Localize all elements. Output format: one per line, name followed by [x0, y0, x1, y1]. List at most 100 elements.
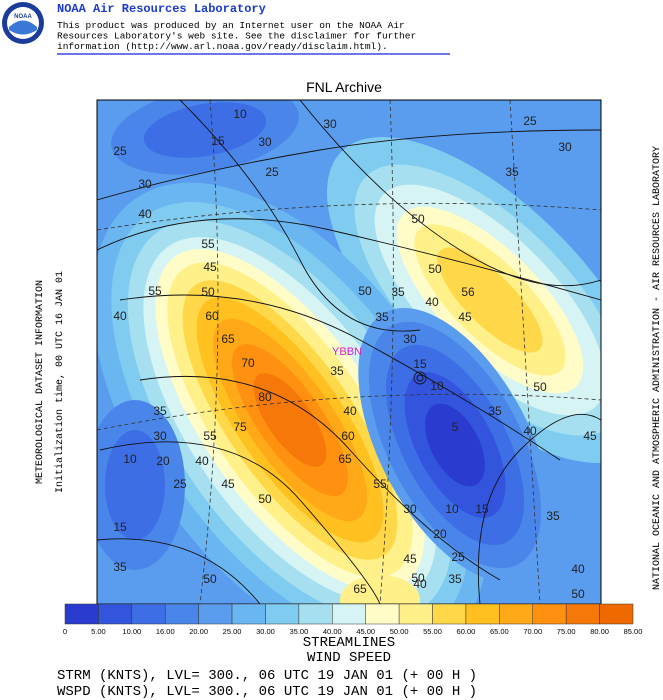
contour-label: 40 [425, 295, 439, 309]
contour-label: 20 [433, 527, 447, 541]
legend-swatch [98, 603, 133, 625]
contour-label: 15 [413, 357, 427, 371]
contour-label: 15 [113, 520, 127, 534]
contour-label: 25 [265, 165, 279, 179]
contour-label: 35 [375, 310, 389, 324]
legend-label: 60.00 [457, 627, 476, 636]
header: NOAA NOAA Air Resources Laboratory This … [2, 2, 450, 55]
station: YBBN [332, 346, 362, 358]
header-line: Resources Laboratory's web site. See the… [57, 31, 416, 42]
footer-line: WIND SPEED [307, 650, 391, 666]
contour-label: 45 [221, 477, 235, 491]
contour-label: 45 [403, 552, 417, 566]
legend-label: 85.00 [624, 627, 643, 636]
legend-label: 35.00 [289, 627, 308, 636]
contour-label: 5 [452, 420, 459, 434]
contour-label: 40 [195, 454, 209, 468]
legend-swatch [432, 603, 467, 625]
contour-label: 30 [323, 117, 337, 131]
contour-label: 70 [241, 356, 255, 370]
contour-label: 55 [148, 284, 162, 298]
footer-param: STRM (KNTS), LVL= 300., 06 UTC 19 JAN 01… [57, 668, 477, 684]
contour-label: 35 [448, 572, 462, 586]
contour-label: 55 [201, 237, 215, 251]
legend-label: 75.00 [557, 627, 576, 636]
contour-label: 35 [488, 404, 502, 418]
contour-label: 55 [373, 477, 387, 491]
legend-swatch [599, 603, 634, 625]
legend-swatch [131, 603, 166, 625]
legend-swatch [365, 603, 400, 625]
contour-label: 55 [203, 429, 217, 443]
contour-label: 10 [123, 452, 137, 466]
legend-label: 55.00 [423, 627, 442, 636]
contour-label: 50 [428, 262, 442, 276]
legend-swatch [164, 603, 199, 625]
right-text: NATIONAL OCEANIC AND ATMOSPHERIC ADMINIS… [652, 146, 663, 590]
contour-label: 30 [153, 429, 167, 443]
legend-label: 10.00 [122, 627, 141, 636]
contour-label: 10 [430, 379, 444, 393]
contour-label: 50 [411, 571, 425, 585]
contour-label: 40 [523, 424, 537, 438]
contour-label: 50 [203, 572, 217, 586]
contour-label: 65 [338, 452, 352, 466]
contour-label: 50 [201, 285, 215, 299]
contour-label: 40 [571, 562, 585, 576]
contour-label: 40 [343, 404, 357, 418]
legend-swatch [532, 603, 567, 625]
left-text: METEOROLOGICAL DATASET INFORMATION [35, 280, 46, 484]
legend-swatch [298, 603, 333, 625]
legend-swatch [198, 603, 233, 625]
contour-label: 30 [258, 135, 272, 149]
contour-label: 50 [571, 587, 585, 601]
contour-label: 35 [505, 165, 519, 179]
logo-text: NOAA [14, 14, 32, 20]
legend-swatch [465, 603, 500, 625]
legend-swatch [499, 603, 534, 625]
contour-label: 25 [451, 550, 465, 564]
legend-swatch [398, 603, 433, 625]
contour-label: 35 [330, 364, 344, 378]
contour-label: 25 [113, 144, 127, 158]
contour-label: 20 [156, 454, 170, 468]
legend-label: 40.00 [323, 627, 342, 636]
contour-label: 50 [533, 380, 547, 394]
legend-label: 70.00 [523, 627, 542, 636]
contour-label: 40 [138, 207, 152, 221]
contour-labels: 10 30 25 15 30 30 25 25 35 30 40 50 55 45 50 55 50 50 35 40… [113, 107, 597, 601]
contour-label: 56 [461, 285, 475, 299]
contour-label: 15 [475, 502, 489, 516]
contour-label: 10 [445, 502, 459, 516]
contour-label: 45 [583, 429, 597, 443]
legend-label: 20.00 [189, 627, 208, 636]
footer-line: STREAMLINES [303, 635, 395, 651]
header-line: This product was produced by an Internet… [57, 20, 405, 31]
legend-label: 5.00 [91, 627, 106, 636]
contour-label: 65 [221, 332, 235, 346]
legend-label: 30.00 [256, 627, 275, 636]
map-title: FNL Archive [306, 79, 382, 95]
header-title: NOAA Air Resources Laboratory [57, 2, 266, 16]
legend-label: 25.00 [223, 627, 242, 636]
contour-label: 35 [153, 404, 167, 418]
contour-label: 35 [546, 509, 560, 523]
contour-label: 40 [113, 309, 127, 323]
contour-label: 15 [211, 134, 225, 148]
contour-label: 35 [113, 560, 127, 574]
legend-swatch [565, 603, 600, 625]
contour-label: 60 [205, 309, 219, 323]
legend-label: 65.00 [490, 627, 509, 636]
legend-label: 80.00 [590, 627, 609, 636]
contour-label: 30 [138, 177, 152, 191]
contour-label: 35 [391, 285, 405, 299]
contour-label: 65 [353, 582, 367, 596]
contour-label: 25 [523, 114, 537, 128]
legend-label: 16.00 [156, 627, 175, 636]
contour-label: 30 [403, 502, 417, 516]
contour-label: 50 [411, 212, 425, 226]
contour-label: 30 [558, 140, 572, 154]
header-line: information (http://www.arl.noaa.gov/rea… [57, 41, 388, 52]
legend-swatch [265, 603, 300, 625]
